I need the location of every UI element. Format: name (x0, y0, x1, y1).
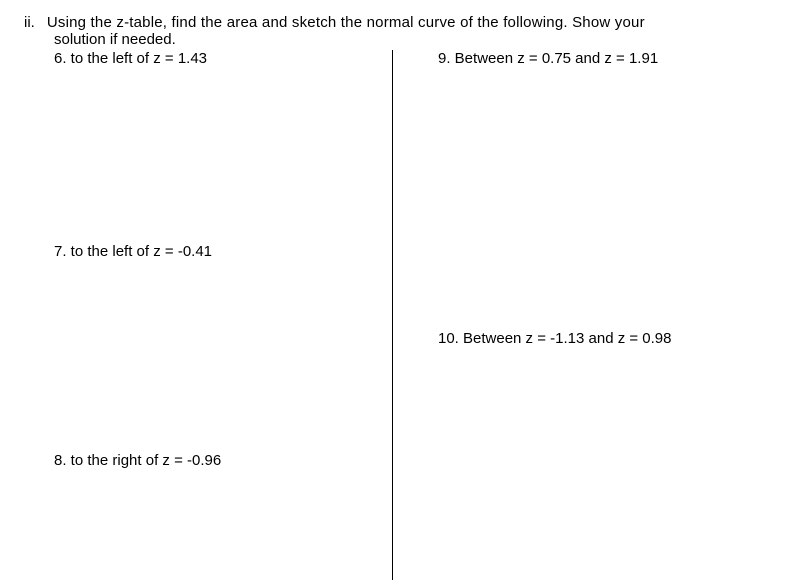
column-divider (392, 50, 393, 580)
question-7: 7. to the left of z = -0.41 (54, 243, 212, 260)
question-10: 10. Between z = -1.13 and z = 0.98 (438, 330, 672, 347)
question-8: 8. to the right of z = -0.96 (54, 452, 221, 469)
question-9: 9. Between z = 0.75 and z = 1.91 (438, 50, 658, 67)
instruction-line2: solution if needed. (54, 31, 802, 48)
header-row: ii. Using the z-table, find the area and… (24, 14, 802, 31)
roman-numeral: ii. (24, 14, 35, 31)
question-6: 6. to the left of z = 1.43 (54, 50, 207, 67)
content-area: 6. to the left of z = 1.43 7. to the lef… (24, 50, 802, 580)
instruction-line1: Using the z-table, find the area and ske… (47, 14, 645, 31)
